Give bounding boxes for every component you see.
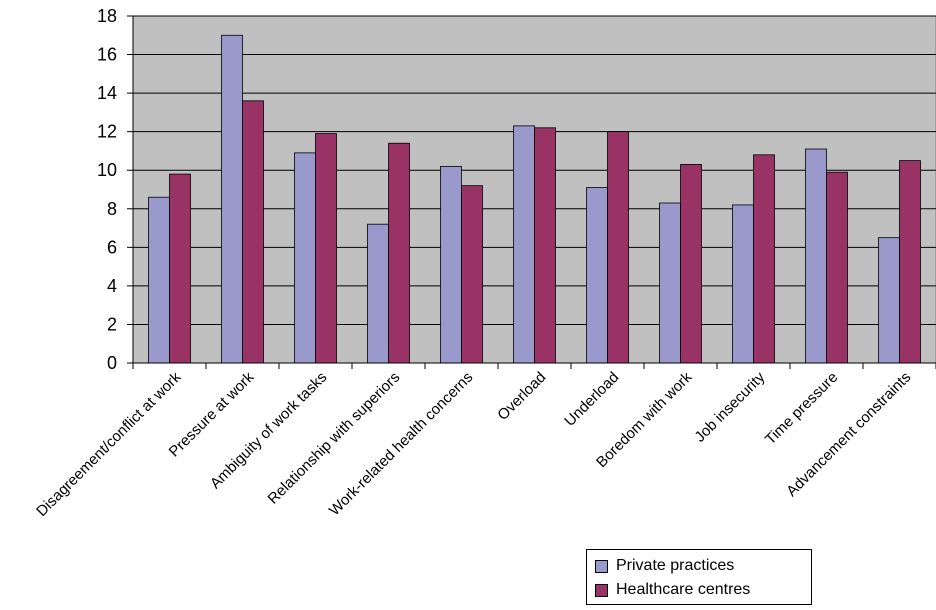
legend-item-healthcare-centres: Healthcare centres <box>595 579 750 601</box>
y-tick-label-2: 2 <box>107 314 117 334</box>
y-tick-label-12: 12 <box>97 122 117 142</box>
y-tick-label-6: 6 <box>107 237 117 257</box>
x-tick-label-3: Relationship with superiors <box>265 369 404 508</box>
legend-swatch-healthcare-centres <box>595 583 608 597</box>
bar-healthcare-centres-5 <box>534 127 556 364</box>
bar-healthcare-centres-1 <box>242 100 264 364</box>
y-tick-label-18: 18 <box>97 6 117 26</box>
bar-private-practices-9 <box>805 148 827 364</box>
y-tick-label-14: 14 <box>97 83 117 103</box>
x-tick-label-6: Underload <box>561 369 622 430</box>
bar-private-practices-0 <box>148 196 170 364</box>
legend-swatch-private-practices <box>595 559 608 573</box>
x-tick-label-9: Time pressure <box>762 369 841 448</box>
bar-private-practices-1 <box>221 34 243 364</box>
bar-healthcare-centres-6 <box>607 131 629 364</box>
x-tick-label-4: Work-related health concerns <box>326 369 476 519</box>
y-tick-label-16: 16 <box>97 45 117 65</box>
y-tick-label-8: 8 <box>107 199 117 219</box>
y-tick-label-10: 10 <box>97 160 117 180</box>
x-tick-label-0: Disagreement/conflict at work <box>33 368 184 519</box>
bar-healthcare-centres-0 <box>169 173 191 364</box>
bar-healthcare-centres-4 <box>461 185 483 364</box>
y-tick-labels: 0 2 4 6 8 10 12 14 16 18 <box>97 6 117 373</box>
bar-private-practices-2 <box>294 152 316 364</box>
bar-private-practices-7 <box>659 202 681 364</box>
x-tick-label-10: Advancement constraints <box>783 369 914 500</box>
bar-private-practices-10 <box>878 237 900 364</box>
bar-healthcare-centres-3 <box>388 142 410 364</box>
bar-healthcare-centres-10 <box>899 160 921 364</box>
bars <box>148 34 921 364</box>
bar-healthcare-centres-9 <box>826 171 848 364</box>
bar-private-practices-5 <box>513 125 535 364</box>
legend-label-private-practices: Private practices <box>616 557 735 574</box>
bar-healthcare-centres-2 <box>315 133 337 364</box>
x-tick-marks <box>132 363 936 369</box>
y-tick-label-0: 0 <box>107 353 117 373</box>
bar-healthcare-centres-8 <box>753 154 775 364</box>
bar-private-practices-6 <box>586 187 608 364</box>
legend: Private practices Healthcare centres <box>586 549 812 605</box>
x-tick-label-8: Job insecurity <box>691 368 768 445</box>
bar-private-practices-3 <box>367 223 389 364</box>
bar-private-practices-4 <box>440 165 462 364</box>
bar-private-practices-8 <box>732 204 754 364</box>
legend-item-private-practices: Private practices <box>595 555 734 577</box>
y-tick-label-4: 4 <box>107 276 117 296</box>
bar-healthcare-centres-7 <box>680 164 702 364</box>
x-tick-label-5: Overload <box>494 369 549 424</box>
y-tick-marks <box>127 15 133 364</box>
legend-label-healthcare-centres: Healthcare centres <box>616 581 751 598</box>
